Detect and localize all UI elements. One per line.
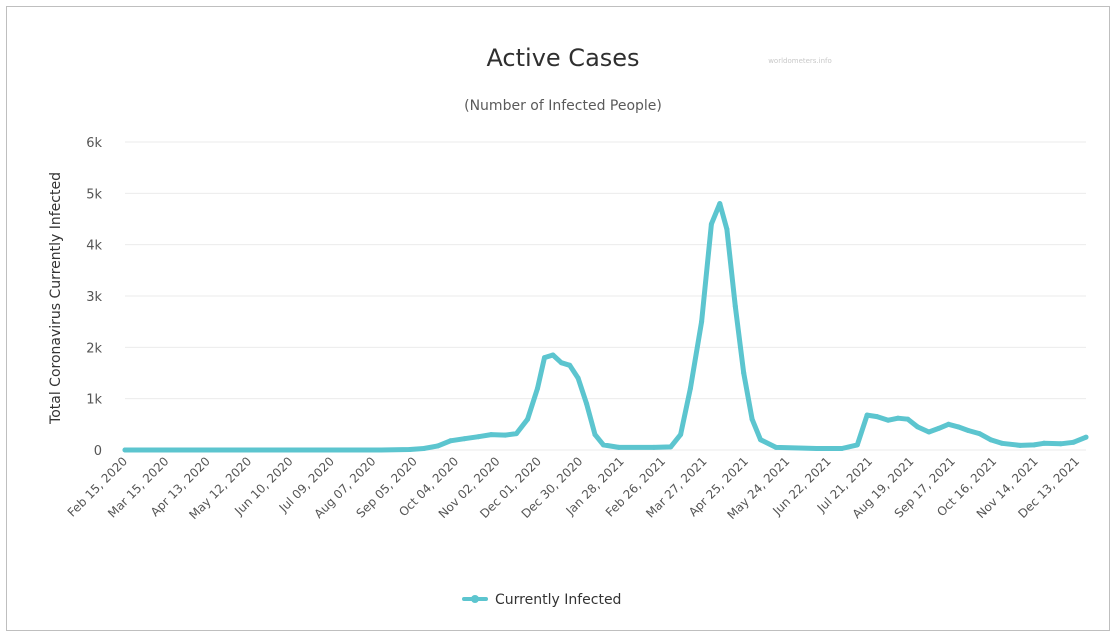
data-point[interactable] — [708, 221, 714, 227]
data-point[interactable] — [550, 352, 556, 358]
data-point[interactable] — [749, 416, 755, 422]
data-point[interactable] — [600, 442, 606, 448]
legend-label[interactable]: Currently Infected — [495, 592, 621, 608]
data-point[interactable] — [1041, 440, 1047, 446]
data-point[interactable] — [421, 446, 427, 451]
data-point[interactable] — [946, 421, 951, 427]
data-point[interactable] — [874, 414, 880, 420]
data-point[interactable] — [741, 370, 747, 376]
y-tick-label: 5k — [86, 187, 102, 202]
data-point[interactable] — [584, 401, 590, 407]
data-point[interactable] — [1031, 442, 1037, 448]
data-point[interactable] — [575, 375, 581, 381]
y-axis-label: Total Coronavirus Currently Infected — [48, 172, 64, 425]
data-point[interactable] — [936, 425, 942, 431]
data-point[interactable] — [1083, 434, 1089, 440]
data-point[interactable] — [999, 440, 1005, 446]
data-point[interactable] — [592, 432, 598, 438]
data-point[interactable] — [558, 360, 564, 366]
data-point[interactable] — [895, 415, 901, 421]
data-point[interactable] — [926, 429, 932, 435]
data-point[interactable] — [905, 416, 911, 422]
chart-subtitle: (Number of Infected People) — [464, 98, 662, 114]
data-point[interactable] — [502, 432, 508, 438]
data-point[interactable] — [988, 437, 994, 443]
data-point[interactable] — [885, 417, 891, 423]
data-point[interactable] — [285, 447, 291, 453]
data-point[interactable] — [915, 424, 921, 430]
data-point[interactable] — [1058, 441, 1064, 447]
data-point[interactable] — [377, 447, 383, 453]
data-point[interactable] — [513, 431, 519, 437]
data-point[interactable] — [448, 438, 453, 444]
y-tick-label: 4k — [86, 239, 102, 254]
data-point[interactable] — [542, 355, 547, 361]
data-point[interactable] — [462, 436, 467, 442]
y-tick-label: 1k — [86, 393, 102, 408]
data-point[interactable] — [955, 424, 961, 430]
y-tick-label: 3k — [86, 290, 102, 305]
y-tick-label: 6k — [86, 136, 102, 151]
data-point[interactable] — [651, 444, 657, 450]
y-tick-label: 2k — [86, 341, 102, 356]
chart-credit[interactable]: worldometers.info — [768, 57, 832, 65]
data-point[interactable] — [525, 416, 531, 422]
data-point[interactable] — [1070, 439, 1076, 445]
data-point[interactable] — [965, 428, 971, 433]
y-tick-label: 0 — [94, 444, 102, 459]
series-layer[interactable] — [122, 201, 1089, 453]
data-point[interactable] — [122, 447, 128, 453]
series-line-currently-infected[interactable] — [122, 201, 1089, 453]
data-point[interactable] — [535, 385, 540, 391]
data-point[interactable] — [668, 444, 674, 450]
legend[interactable]: Currently Infected — [462, 592, 621, 608]
data-point[interactable] — [435, 443, 441, 449]
grid-lines — [125, 141, 1086, 451]
chart-title: Active Cases — [486, 44, 639, 72]
data-point[interactable] — [854, 442, 860, 448]
data-point[interactable] — [717, 201, 723, 207]
data-point[interactable] — [732, 303, 738, 309]
data-point[interactable] — [1017, 442, 1023, 448]
data-point[interactable] — [488, 432, 494, 438]
y-tick-labels: 0 1k 2k 3k 4k 5k 6k — [86, 136, 102, 459]
data-point[interactable] — [616, 444, 622, 450]
data-point[interactable] — [976, 431, 982, 437]
chart-frame — [6, 6, 1110, 631]
data-point[interactable] — [678, 432, 684, 438]
data-point[interactable] — [773, 444, 779, 450]
data-point[interactable] — [567, 362, 573, 368]
data-point[interactable] — [407, 447, 413, 452]
data-point[interactable] — [839, 446, 845, 451]
data-point[interactable] — [724, 226, 730, 232]
data-point[interactable] — [758, 437, 763, 443]
data-point[interactable] — [699, 319, 705, 325]
data-point[interactable] — [814, 446, 820, 451]
legend-marker[interactable] — [471, 595, 479, 603]
data-point[interactable] — [163, 447, 169, 453]
data-point[interactable] — [476, 434, 481, 440]
data-point[interactable] — [864, 412, 870, 418]
data-point[interactable] — [687, 385, 693, 391]
